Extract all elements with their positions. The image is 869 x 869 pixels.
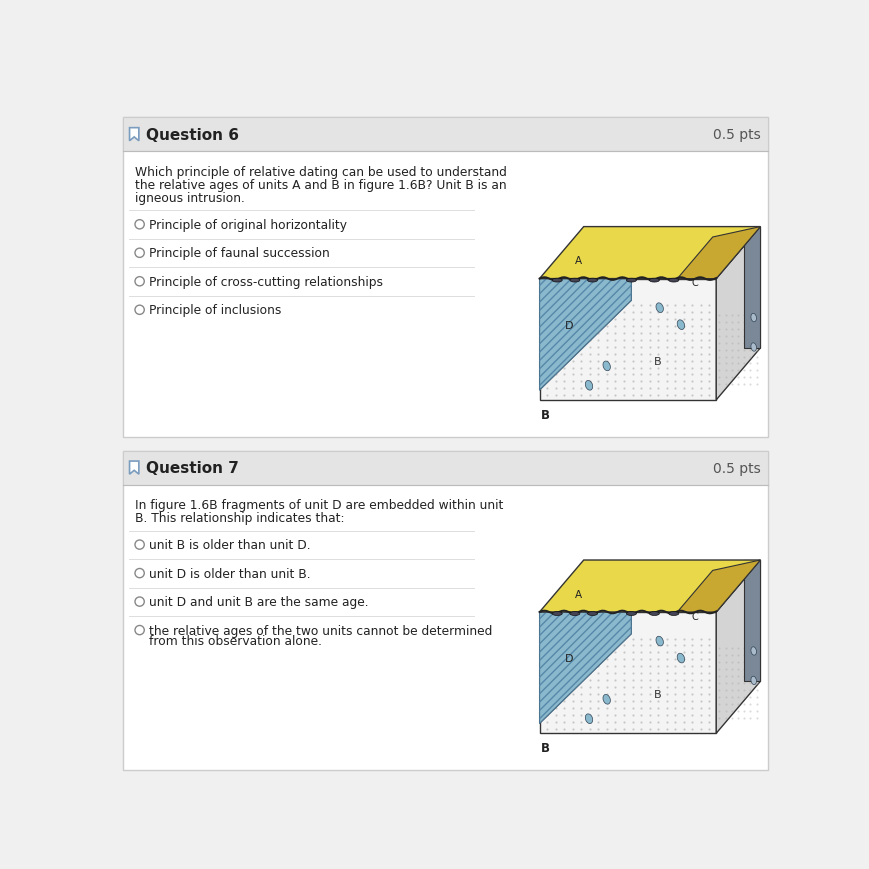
Text: Which principle of relative dating can be used to understand: Which principle of relative dating can b… [135, 166, 507, 179]
Ellipse shape [586, 714, 593, 724]
Text: C: C [692, 611, 699, 621]
Text: the relative ages of units A and B in figure 1.6B? Unit B is an: the relative ages of units A and B in fi… [135, 179, 507, 192]
Text: In figure 1.6B fragments of unit D are embedded within unit: In figure 1.6B fragments of unit D are e… [135, 499, 503, 512]
Circle shape [135, 249, 144, 258]
Text: B: B [541, 741, 550, 754]
Text: 0.5 pts: 0.5 pts [713, 128, 760, 142]
Text: B: B [541, 408, 550, 421]
Circle shape [135, 597, 144, 607]
Text: A: A [574, 589, 582, 599]
Ellipse shape [552, 612, 562, 616]
Ellipse shape [603, 362, 610, 371]
Text: Question 7: Question 7 [146, 461, 239, 475]
Circle shape [135, 541, 144, 549]
Circle shape [135, 569, 144, 578]
Ellipse shape [751, 676, 756, 685]
Circle shape [135, 277, 144, 287]
Ellipse shape [587, 612, 598, 616]
Ellipse shape [587, 279, 598, 282]
Text: unit B is older than unit D.: unit B is older than unit D. [149, 539, 310, 552]
Ellipse shape [570, 279, 580, 282]
Ellipse shape [627, 612, 636, 616]
Text: the relative ages of the two units cannot be determined: the relative ages of the two units canno… [149, 624, 493, 637]
Text: igneous intrusion.: igneous intrusion. [135, 192, 245, 205]
Ellipse shape [751, 314, 756, 322]
Text: D: D [566, 321, 574, 330]
Text: unit D is older than unit B.: unit D is older than unit B. [149, 567, 310, 580]
Ellipse shape [669, 279, 679, 282]
Ellipse shape [627, 279, 636, 282]
Polygon shape [129, 129, 139, 142]
Ellipse shape [552, 279, 562, 282]
Polygon shape [540, 228, 760, 279]
Circle shape [135, 306, 144, 315]
Polygon shape [540, 613, 716, 733]
Ellipse shape [677, 321, 685, 330]
Text: D: D [566, 653, 574, 663]
Polygon shape [129, 461, 139, 474]
Text: Principle of original horizontality: Principle of original horizontality [149, 218, 347, 231]
Polygon shape [540, 613, 632, 724]
Circle shape [135, 221, 144, 229]
Text: Principle of faunal succession: Principle of faunal succession [149, 247, 329, 260]
Polygon shape [540, 279, 716, 401]
Ellipse shape [751, 647, 756, 655]
Polygon shape [716, 561, 760, 733]
Ellipse shape [656, 636, 663, 647]
Text: 0.5 pts: 0.5 pts [713, 461, 760, 475]
Circle shape [135, 626, 144, 635]
FancyBboxPatch shape [123, 118, 768, 152]
Polygon shape [716, 228, 760, 401]
Polygon shape [744, 228, 760, 348]
Text: Principle of inclusions: Principle of inclusions [149, 304, 282, 317]
Ellipse shape [570, 612, 580, 616]
FancyBboxPatch shape [123, 451, 768, 770]
Text: Principle of cross-cutting relationships: Principle of cross-cutting relationships [149, 275, 383, 289]
Ellipse shape [649, 612, 660, 616]
Ellipse shape [656, 303, 663, 313]
Polygon shape [540, 279, 632, 391]
Text: B: B [654, 690, 661, 700]
Polygon shape [540, 561, 760, 613]
Polygon shape [677, 561, 760, 613]
Text: B. This relationship indicates that:: B. This relationship indicates that: [135, 512, 344, 525]
Ellipse shape [751, 343, 756, 352]
Polygon shape [677, 228, 760, 279]
Text: C: C [692, 278, 699, 289]
Ellipse shape [669, 612, 679, 616]
Text: unit D and unit B are the same age.: unit D and unit B are the same age. [149, 595, 368, 608]
Ellipse shape [649, 279, 660, 282]
Text: B: B [654, 356, 661, 367]
Ellipse shape [586, 381, 593, 391]
Ellipse shape [603, 694, 610, 705]
Text: Question 6: Question 6 [146, 128, 239, 143]
Text: from this observation alone.: from this observation alone. [149, 634, 322, 647]
Ellipse shape [677, 653, 685, 663]
FancyBboxPatch shape [123, 118, 768, 437]
Polygon shape [744, 561, 760, 681]
Text: A: A [574, 256, 582, 266]
FancyBboxPatch shape [123, 451, 768, 485]
